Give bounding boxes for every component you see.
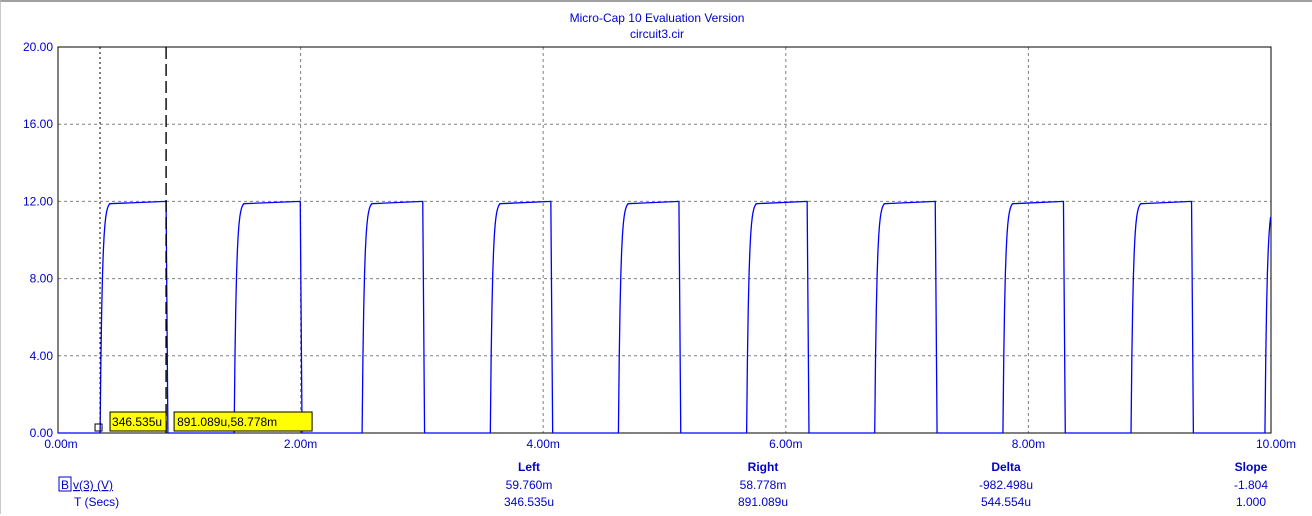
x-tick-label: 10.00m bbox=[1256, 437, 1296, 451]
readout-value: 891.089u bbox=[738, 495, 788, 509]
readout-value: 1.000 bbox=[1236, 495, 1266, 509]
trace-marker-letter: B bbox=[61, 478, 69, 492]
x-tick-label: 4.00m bbox=[527, 437, 560, 451]
file-name: circuit3.cir bbox=[629, 27, 684, 41]
left-cursor-label: 346.535u bbox=[112, 415, 162, 429]
readout-value: -982.498u bbox=[979, 478, 1033, 492]
readout-value: 59.760m bbox=[506, 478, 553, 492]
y-tick-label: 12.00 bbox=[23, 194, 53, 208]
trace-layer bbox=[58, 200, 1272, 434]
left-cursor-label-box bbox=[109, 411, 167, 432]
x-tick-label: 2.00m bbox=[284, 437, 317, 451]
y-tick-label: 0.00 bbox=[30, 426, 54, 440]
trace-v3 bbox=[58, 200, 1272, 434]
cursor-marker-icon bbox=[94, 423, 103, 432]
right-cursor-label-box bbox=[173, 411, 313, 432]
cursor-layer[interactable]: 346.535u 891.089u,58.778m bbox=[94, 47, 313, 433]
readout-table: Left Right Delta Slope B v(3) (V) 59.760m 58.77… bbox=[58, 460, 1268, 509]
readout-value: 544.554u bbox=[981, 495, 1031, 509]
readout-header-delta: Delta bbox=[991, 460, 1021, 474]
x-tick-label: 8.00m bbox=[1012, 437, 1045, 451]
readout-value: 346.535u bbox=[504, 495, 554, 509]
right-cursor-label: 891.089u,58.778m bbox=[177, 415, 277, 429]
trace-marker-box[interactable] bbox=[58, 476, 72, 492]
readout-header-left: Left bbox=[518, 460, 540, 474]
readout-row-label: T (Secs) bbox=[74, 495, 119, 509]
y-tick-label: 20.00 bbox=[23, 40, 53, 54]
x-tick-label: 6.00m bbox=[769, 437, 802, 451]
readout-row-label[interactable]: v(3) (V) bbox=[73, 478, 113, 492]
plot-border bbox=[57, 46, 1272, 434]
tick-labels: 0.00 4.00 8.00 12.00 16.00 20.00 0.00m 2.00m 4.0… bbox=[23, 40, 1296, 451]
y-tick-label: 4.00 bbox=[30, 349, 54, 363]
readout-header-slope: Slope bbox=[1235, 460, 1268, 474]
x-tick-label: 0.00m bbox=[44, 437, 77, 451]
readout-value: -1.804 bbox=[1234, 478, 1268, 492]
y-tick-label: 16.00 bbox=[23, 117, 53, 131]
y-tick-label: 8.00 bbox=[30, 272, 54, 286]
window-title: Micro-Cap 10 Evaluation Version bbox=[569, 11, 745, 25]
readout-header-right: Right bbox=[748, 460, 779, 474]
readout-value: 58.778m bbox=[740, 478, 787, 492]
grid-layer bbox=[58, 47, 1271, 433]
